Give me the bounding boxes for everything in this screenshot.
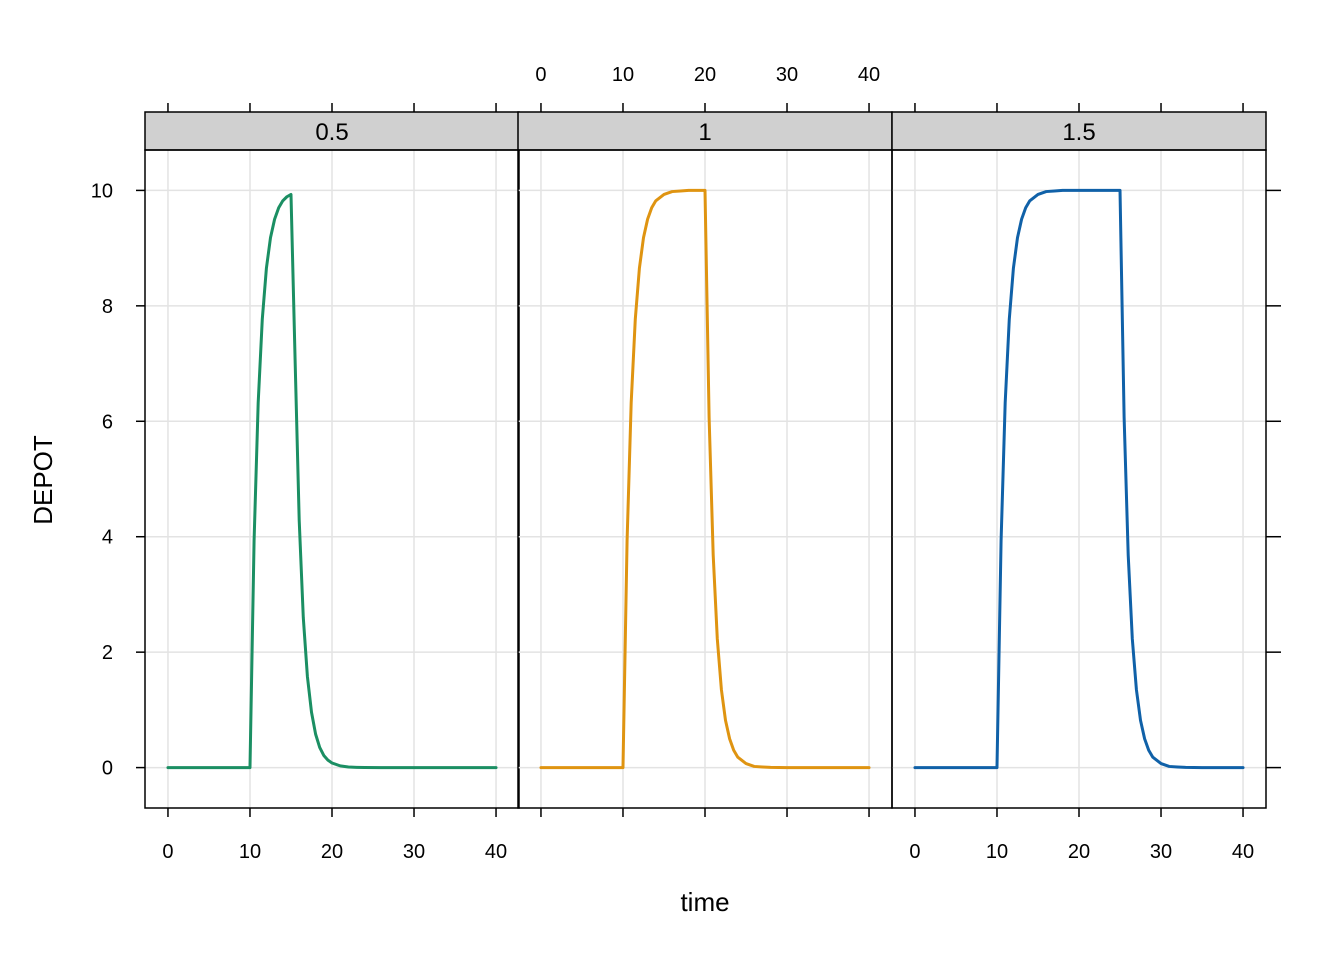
- series-line-1: [539, 188, 871, 770]
- x-tick-label-top: 30: [776, 64, 798, 86]
- y-tick-label: 2: [102, 642, 113, 664]
- y-tick-label: 4: [102, 527, 113, 549]
- strip-label: 1: [698, 119, 711, 146]
- x-tick-label: 30: [1150, 841, 1172, 863]
- panel-2: 10 10 20 30 40: [517, 64, 893, 817]
- series-line-1.5: [913, 188, 1245, 770]
- y-tick-label: 6: [102, 411, 113, 433]
- x-tick-label: 20: [321, 841, 343, 863]
- series-line-0.5: [166, 192, 498, 770]
- x-tick-label-top: 20: [694, 64, 716, 86]
- x-tick-label: 40: [485, 841, 507, 863]
- strip-3: [891, 111, 1267, 151]
- strip-1: [144, 111, 520, 151]
- y-axis-title: DEPOT: [28, 435, 58, 525]
- panel-1: 0.5 0 10 20 30 40 0 2 4 6 8 10: [91, 103, 520, 863]
- y-tick-label: 8: [102, 296, 113, 318]
- x-tick-label: 10: [239, 841, 261, 863]
- x-tick-label: 10: [986, 841, 1008, 863]
- x-tick-label: 0: [162, 841, 173, 863]
- y-tick-label: 10: [91, 180, 113, 202]
- x-tick-label: 40: [1232, 841, 1254, 863]
- x-tick-label: 0: [909, 841, 920, 863]
- x-tick-label-top: 40: [858, 64, 880, 86]
- panel-3: 1.5 0 10 20 30 40: [891, 103, 1281, 863]
- strip-label: 1.5: [1062, 119, 1095, 146]
- strip-label: 0.5: [315, 119, 348, 146]
- x-axis-title: time: [680, 887, 729, 917]
- x-tick-label: 20: [1068, 841, 1090, 863]
- x-tick-label-top: 0: [535, 64, 546, 86]
- x-tick-label-top: 10: [612, 64, 634, 86]
- x-tick-label: 30: [403, 841, 425, 863]
- y-tick-label: 0: [102, 758, 113, 780]
